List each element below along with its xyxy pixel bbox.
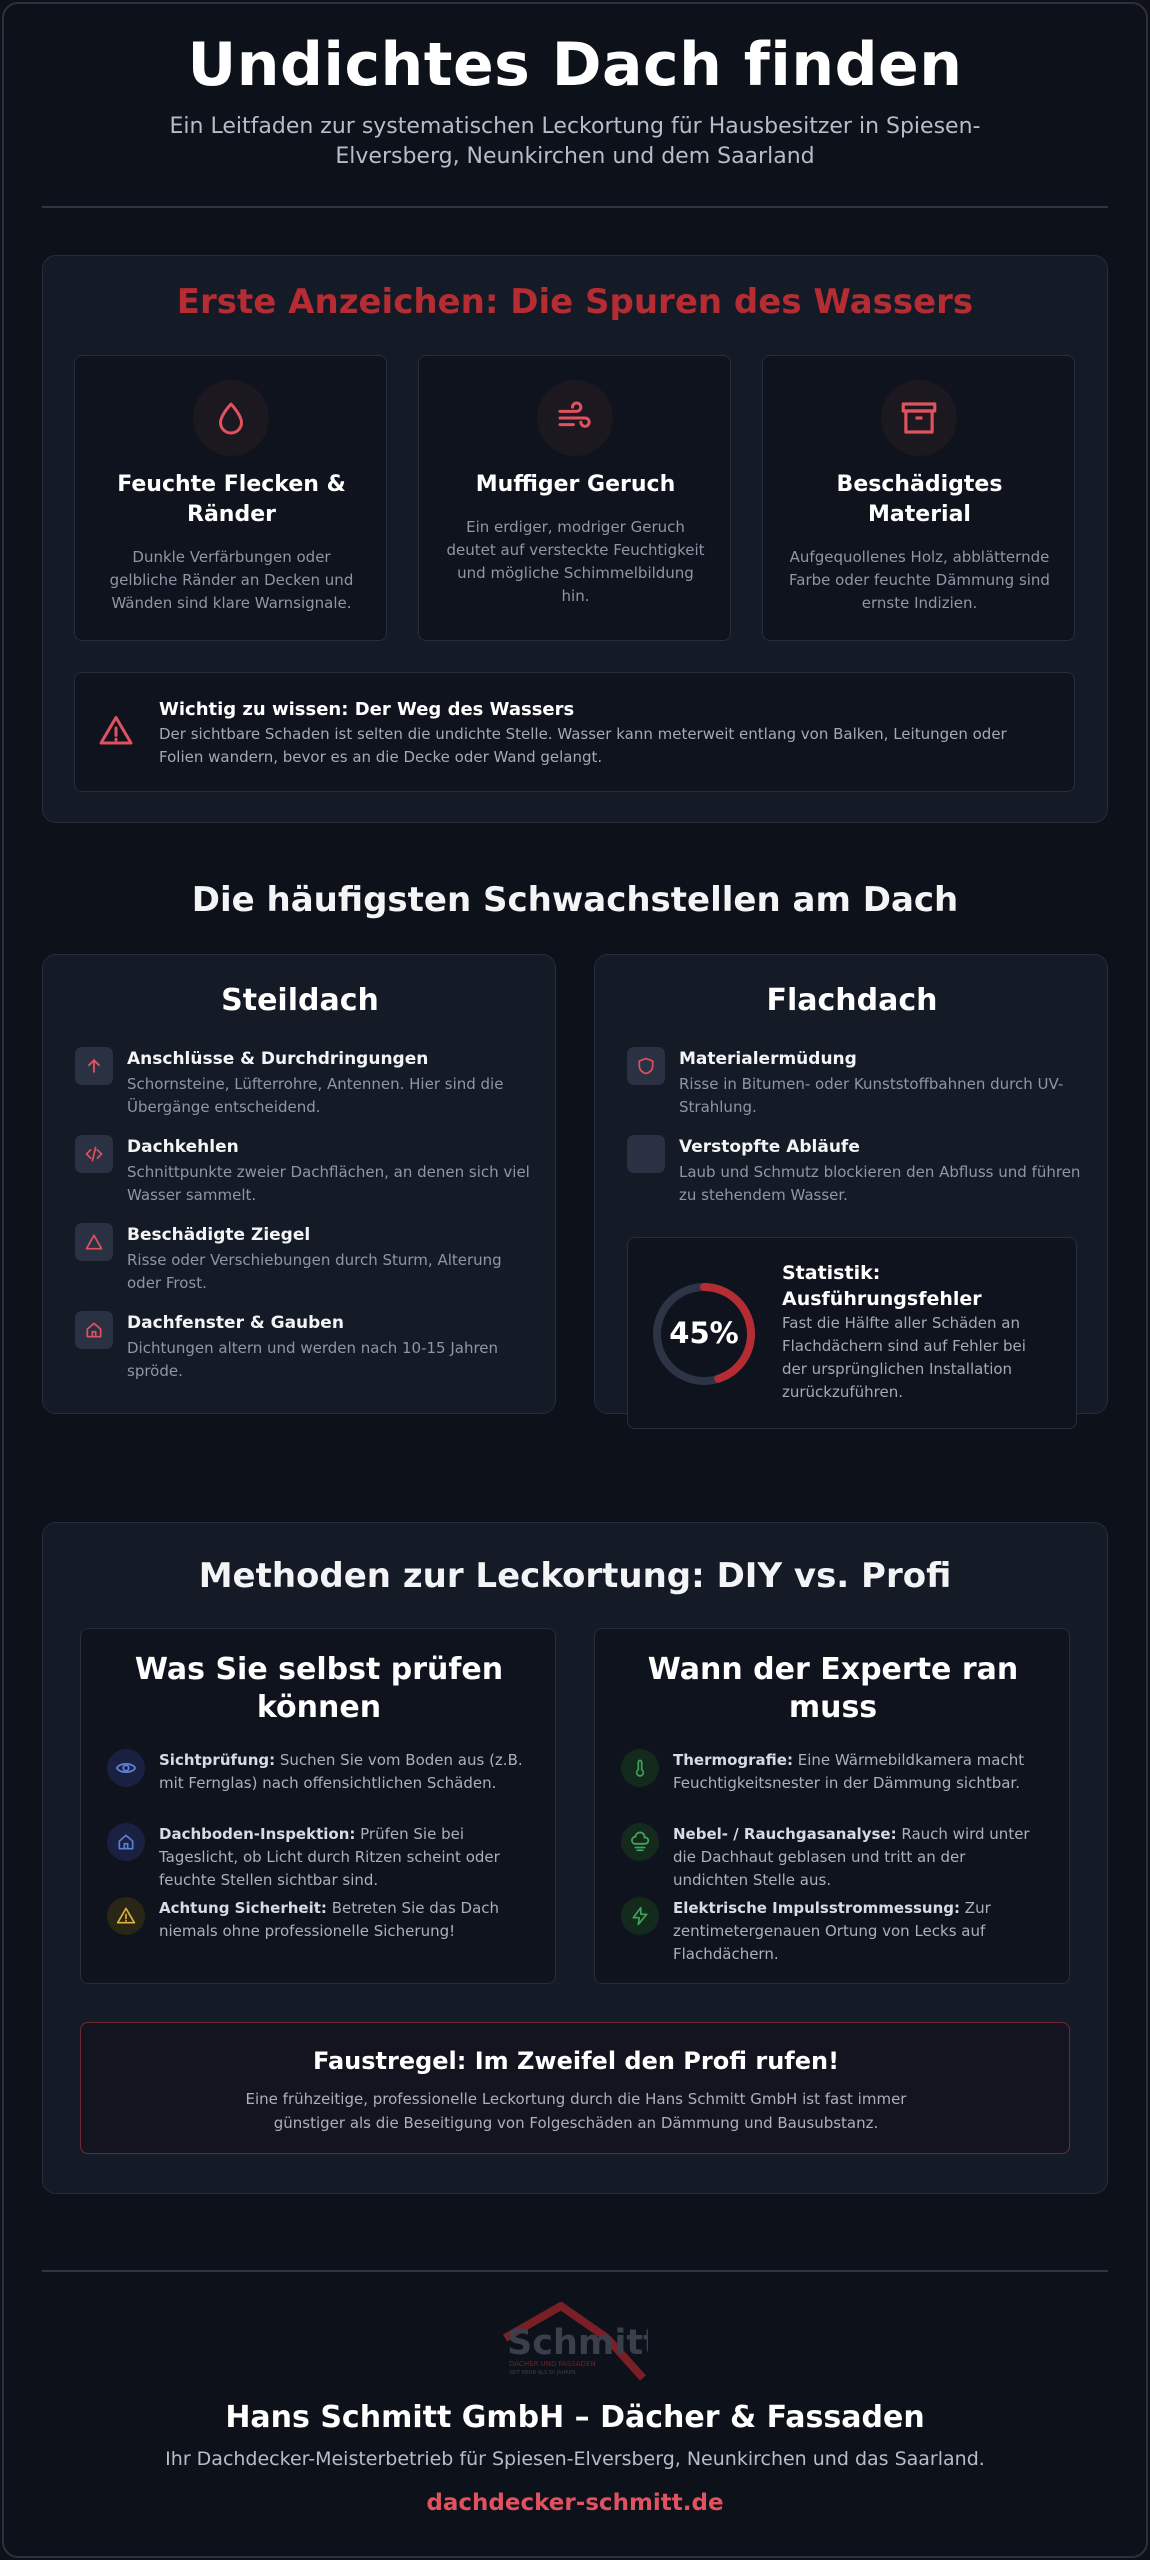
notice-title: Wichtig zu wissen: Der Weg des Wassers [159, 699, 575, 720]
rule-title: Faustregel: Im Zweifel den Profi rufen! [312, 2047, 840, 2075]
list-item: Materialermüdung Risse in Bitumen- oder … [627, 1047, 1063, 1116]
shield-icon [627, 1047, 665, 1085]
wind-icon [537, 380, 613, 456]
method-text: Thermografie: Eine Wärmebildkamera macht… [673, 1751, 1025, 1792]
list-item: Dachkehlen Schnittpunkte zweier Dachfläc… [75, 1135, 530, 1204]
stat-box: 45% Statistik: Ausführungsfehler Fast di… [627, 1237, 1077, 1429]
logo-sub1: DÄCHER UND FASSADEN [509, 2359, 596, 2368]
item-title: Dachkehlen [127, 1137, 239, 1157]
item-text: Risse oder Verschiebungen durch Sturm, A… [127, 1251, 502, 1292]
method-text: Nebel- / Rauchgasanalyse: Rauch wird unt… [673, 1825, 1030, 1889]
method-item: Elektrische Impulsstrommessung: Zur zent… [621, 1897, 991, 1963]
weak-spots-title: Die häufigsten Schwachstellen am Dach [191, 880, 959, 920]
cloud-fog-icon [621, 1823, 659, 1861]
method-text: Achtung Sicherheit: Betreten Sie das Dac… [159, 1899, 500, 1940]
rule-text: Eine frühzeitige, professionelle Leckort… [245, 2090, 907, 2132]
divider [42, 2270, 1108, 2272]
item-text: Risse in Bitumen- oder Kunststoffbahnen … [679, 1075, 1064, 1116]
sign-card-material: Beschädigtes Material Aufgequollenes Hol… [762, 355, 1075, 641]
stat-donut: 45% [650, 1280, 758, 1388]
notice-box: Wichtig zu wissen: Der Weg des Wassers D… [74, 672, 1075, 792]
steep-roof-panel: Steildach Anschlüsse & Durchdringungen S… [42, 954, 556, 1414]
diy-title: Was Sie selbst prüfen können [134, 1652, 504, 1725]
stat-value: 45% [669, 1316, 739, 1350]
water-drop-icon [193, 380, 269, 456]
blank-icon [627, 1135, 665, 1173]
item-title: Anschlüsse & Durchdringungen [127, 1049, 429, 1069]
house-icon [75, 1311, 113, 1349]
method-item: Achtung Sicherheit: Betreten Sie das Dac… [107, 1897, 499, 1940]
flat-roof-title: Flachdach [766, 983, 938, 1018]
warning-icon [97, 713, 135, 753]
item-title: Verstopfte Abläufe [679, 1137, 860, 1157]
lightning-icon [621, 1897, 659, 1935]
list-item: Dachfenster & Gauben Dichtungen altern u… [75, 1311, 498, 1380]
sign-card-smell: Muffiger Geruch Ein erdiger, modriger Ge… [418, 355, 731, 641]
method-text: Elektrische Impulsstrommessung: Zur zent… [673, 1899, 991, 1963]
sign-card-title: Muffiger Geruch [475, 472, 676, 497]
company-tagline: Ihr Dachdecker-Meisterbetrieb für Spiese… [165, 2448, 985, 2470]
method-item: Sichtprüfung: Suchen Sie vom Boden aus (… [107, 1749, 523, 1792]
logo-sub2: SEIT MEHR ALS 50 JAHREN [509, 2370, 576, 2376]
page-subtitle: Ein Leitfaden zur systematischen Leckort… [169, 114, 981, 169]
list-item: Anschlüsse & Durchdringungen Schornstein… [75, 1047, 503, 1116]
item-title: Beschädigte Ziegel [127, 1225, 311, 1245]
sign-card-title: Beschädigtes Material [836, 472, 1003, 527]
sign-card-text: Aufgequollenes Holz, abblätternde Farbe … [789, 548, 1050, 612]
company-name: Hans Schmitt GmbH – Dächer & Fassaden [225, 2400, 925, 2435]
flat-roof-panel: Flachdach Materialermüdung Risse in Bitu… [594, 954, 1108, 1429]
logo-text: Schmitt [507, 2323, 648, 2363]
code-icon [75, 1135, 113, 1173]
method-item: Dachboden-Inspektion: Prüfen Sie bei Tag… [107, 1823, 500, 1889]
method-text: Dachboden-Inspektion: Prüfen Sie bei Tag… [159, 1825, 500, 1889]
method-item: Thermografie: Eine Wärmebildkamera macht… [621, 1749, 1024, 1792]
triangle-icon [75, 1223, 113, 1261]
website-link[interactable]: dachdecker-schmitt.de [426, 2490, 724, 2516]
item-title: Materialermüdung [679, 1049, 857, 1069]
item-text: Schornsteine, Lüfterrohre, Antennen. Hie… [127, 1075, 504, 1116]
diy-card: Was Sie selbst prüfen können Sichtprüfun… [80, 1628, 556, 1984]
warning-icon [107, 1897, 145, 1935]
archive-box-icon [881, 380, 957, 456]
company-logo: Schmitt DÄCHER UND FASSADEN SEIT MEHR AL… [503, 2301, 660, 2382]
item-text: Schnittpunkte zweier Dachflächen, an den… [127, 1163, 530, 1204]
steep-roof-title: Steildach [221, 983, 379, 1018]
method-item: Nebel- / Rauchgasanalyse: Rauch wird unt… [621, 1823, 1030, 1889]
list-item: Verstopfte Abläufe Laub und Schmutz bloc… [627, 1135, 1080, 1204]
eye-icon [107, 1749, 145, 1787]
rule-box: Faustregel: Im Zweifel den Profi rufen! … [80, 2022, 1070, 2154]
house-icon [107, 1823, 145, 1861]
stat-title: Statistik: Ausführungsfehler [782, 1262, 982, 1310]
pro-card: Wann der Experte ran muss Thermografie: … [594, 1628, 1070, 1984]
header: Undichtes Dach finden [0, 30, 1150, 100]
sign-card-stains: Feuchte Flecken & Ränder Dunkle Verfärbu… [74, 355, 387, 641]
sign-card-text: Ein erdiger, modriger Geruch deutet auf … [446, 518, 705, 605]
item-text: Dichtungen altern und werden nach 10-15 … [127, 1339, 499, 1380]
stat-text: Fast die Hälfte aller Schäden an Flachdä… [782, 1314, 1026, 1401]
pro-title: Wann der Experte ran muss [647, 1652, 1019, 1725]
signs-title: Erste Anzeichen: Die Spuren des Wassers [176, 282, 974, 322]
arrow-up-icon [75, 1047, 113, 1085]
divider [42, 206, 1108, 208]
methods-title: Methoden zur Leckortung: DIY vs. Profi [198, 1556, 952, 1596]
stat-arc [653, 1283, 755, 1385]
item-title: Dachfenster & Gauben [127, 1313, 344, 1333]
item-text: Laub und Schmutz blockieren den Abfluss … [679, 1163, 1081, 1204]
thermometer-icon [621, 1749, 659, 1787]
notice-text: Der sichtbare Schaden ist selten die und… [159, 725, 1007, 766]
sign-card-title: Feuchte Flecken & Ränder [117, 472, 346, 527]
method-text: Sichtprüfung: Suchen Sie vom Boden aus (… [159, 1751, 523, 1792]
page-title: Undichtes Dach finden [187, 30, 963, 100]
list-item: Beschädigte Ziegel Risse oder Verschiebu… [75, 1223, 502, 1292]
sign-card-text: Dunkle Verfärbungen oder gelbliche Rände… [109, 548, 354, 612]
